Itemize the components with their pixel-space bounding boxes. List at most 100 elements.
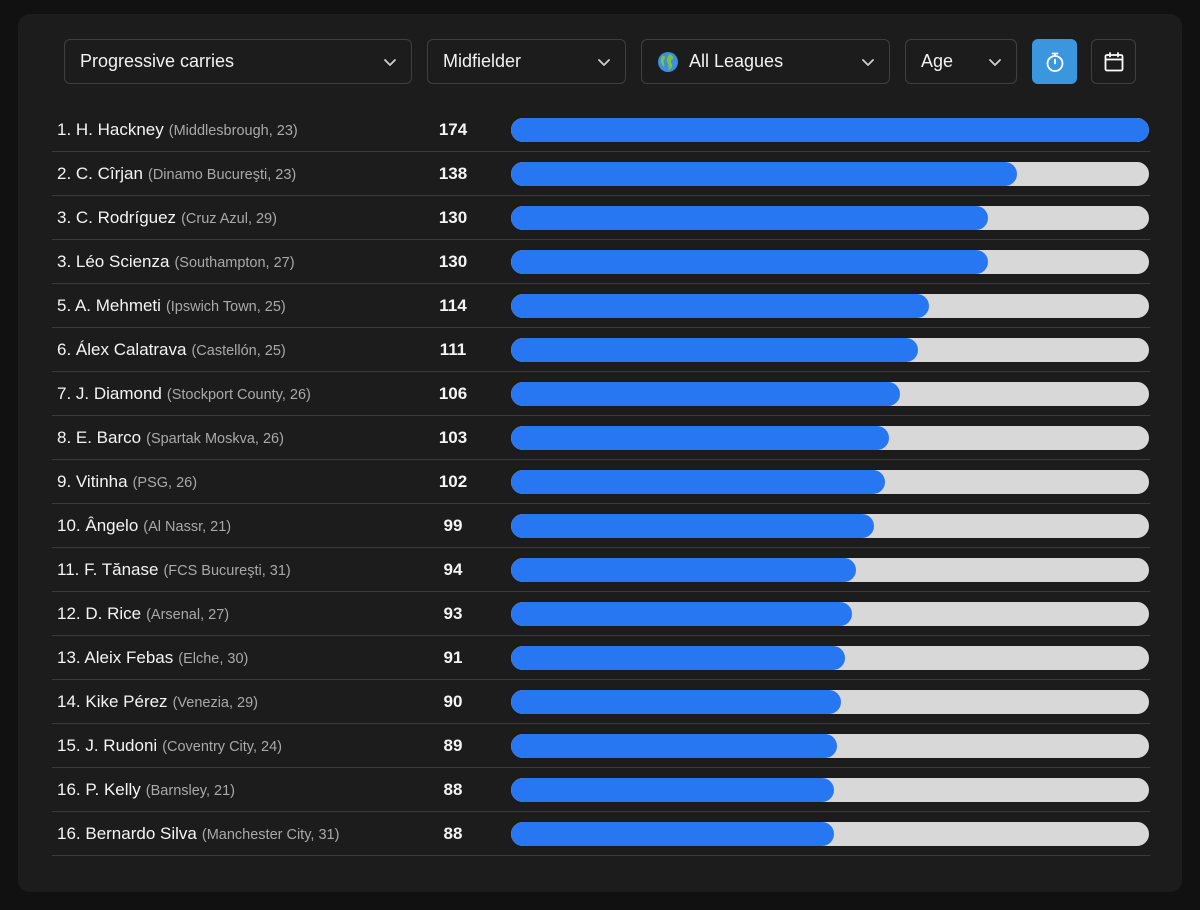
player-cell: 8. E. Barco (Spartak Moskva, 26) (57, 416, 284, 459)
player-club-age: (Al Nassr, 21) (143, 519, 232, 535)
table-row[interactable]: 5. A. Mehmeti (Ipswich Town, 25) 114 (52, 284, 1150, 328)
player-cell: 9. Vitinha (PSG, 26) (57, 460, 197, 503)
player-name: 14. Kike Pérez (57, 692, 168, 711)
bar-fill (511, 338, 918, 362)
stat-value: 111 (439, 340, 467, 359)
bar-track (510, 381, 1150, 407)
player-club-age: (Southampton, 27) (174, 255, 295, 271)
bar-track (510, 513, 1150, 539)
timer-button[interactable] (1032, 39, 1077, 84)
stat-value: 174 (438, 120, 468, 139)
league-dropdown-label: All Leagues (689, 51, 784, 71)
player-name: 5. A. Mehmeti (57, 296, 161, 315)
player-club-age: (Arsenal, 27) (146, 607, 230, 623)
player-club-age: (Dinamo Bucureşti, 23) (147, 167, 297, 183)
bar-fill (511, 602, 852, 626)
table-row[interactable]: 10. Ângelo (Al Nassr, 21) 99 (52, 504, 1150, 548)
position-dropdown[interactable]: Midfielder (427, 39, 626, 84)
table-row[interactable]: 16. P. Kelly (Barnsley, 21) 88 (52, 768, 1150, 812)
bar-track (510, 117, 1150, 143)
stat-value: 90 (443, 692, 463, 711)
player-cell: 3. Léo Scienza (Southampton, 27) (57, 240, 295, 283)
table-row[interactable]: 14. Kike Pérez (Venezia, 29) 90 (52, 680, 1150, 724)
player-club-age: (Ipswich Town, 25) (165, 299, 286, 315)
bar-fill (511, 558, 856, 582)
player-cell: 15. J. Rudoni (Coventry City, 24) (57, 724, 282, 767)
player-cell: 1. H. Hackney (Middlesbrough, 23) (57, 108, 298, 151)
player-name: 6. Álex Calatrava (57, 340, 187, 359)
table-row[interactable]: 15. J. Rudoni (Coventry City, 24) 89 (52, 724, 1150, 768)
player-name: 9. Vitinha (57, 472, 128, 491)
player-name: 1. H. Hackney (57, 120, 164, 139)
player-cell: 16. Bernardo Silva (Manchester City, 31) (57, 812, 339, 855)
bar-track (510, 557, 1150, 583)
metric-dropdown[interactable]: Progressive carries (64, 39, 412, 84)
player-name: 8. E. Barco (57, 428, 142, 447)
bar-fill (511, 734, 838, 758)
chevron-down-icon (862, 59, 874, 66)
metric-dropdown-label: Progressive carries (80, 51, 235, 71)
player-name: 7. J. Diamond (57, 384, 162, 403)
bar-fill (511, 778, 834, 802)
bar-fill (511, 646, 845, 670)
bar-track (510, 733, 1150, 759)
player-name: 3. Léo Scienza (57, 252, 170, 271)
player-cell: 2. C. Cîrjan (Dinamo Bucureşti, 23) (57, 152, 296, 195)
bar-track (510, 337, 1150, 363)
player-club-age: (Coventry City, 24) (162, 739, 282, 755)
player-name: 16. P. Kelly (57, 780, 141, 799)
bar-fill (511, 382, 900, 406)
table-row[interactable]: 13. Aleix Febas (Elche, 30) 91 (52, 636, 1150, 680)
player-name: 12. D. Rice (57, 604, 142, 623)
league-dropdown[interactable]: All Leagues (641, 39, 890, 84)
stat-value: 88 (443, 824, 463, 843)
player-club-age: (Cruz Azul, 29) (181, 211, 277, 227)
bar-fill (511, 690, 841, 714)
stopwatch-icon (1046, 52, 1063, 72)
player-club-age: (FCS Bucureşti, 31) (163, 563, 291, 579)
player-cell: 10. Ângelo (Al Nassr, 21) (57, 504, 231, 547)
player-club-age: (Stockport County, 26) (166, 387, 311, 403)
player-cell: 14. Kike Pérez (Venezia, 29) (57, 680, 258, 723)
bar-track (510, 601, 1150, 627)
table-row[interactable]: 1. H. Hackney (Middlesbrough, 23) 174 (52, 108, 1150, 152)
player-name: 16. Bernardo Silva (57, 824, 197, 843)
stat-value: 138 (438, 164, 468, 183)
calendar-button[interactable] (1091, 39, 1136, 84)
stat-value: 130 (438, 252, 468, 271)
leaderboard-card: Progressive carries Midfielder All Leagu… (18, 14, 1182, 892)
player-club-age: (Castellón, 25) (191, 343, 286, 359)
table-row[interactable]: 8. E. Barco (Spartak Moskva, 26) 103 (52, 416, 1150, 460)
table-row[interactable]: 11. F. Tănase (FCS Bucureşti, 31) 94 (52, 548, 1150, 592)
player-name: 2. C. Cîrjan (57, 164, 143, 183)
stat-value: 91 (443, 648, 463, 667)
stat-value: 88 (443, 780, 463, 799)
bar-track (510, 425, 1150, 451)
table-row[interactable]: 12. D. Rice (Arsenal, 27) 93 (52, 592, 1150, 636)
stat-value: 130 (438, 208, 468, 227)
table-row[interactable]: 2. C. Cîrjan (Dinamo Bucureşti, 23) 138 (52, 152, 1150, 196)
bar-fill (511, 514, 874, 538)
chevron-down-icon (598, 59, 610, 66)
player-club-age: (Manchester City, 31) (201, 827, 340, 843)
bar-track (510, 205, 1150, 231)
table-row[interactable]: 3. C. Rodríguez (Cruz Azul, 29) 130 (52, 196, 1150, 240)
table-row[interactable]: 9. Vitinha (PSG, 26) 102 (52, 460, 1150, 504)
age-dropdown[interactable]: Age (905, 39, 1017, 84)
bar-fill (511, 426, 889, 450)
table-row[interactable]: 16. Bernardo Silva (Manchester City, 31) 8… (52, 812, 1150, 856)
table-row[interactable]: 7. J. Diamond (Stockport County, 26) 106 (52, 372, 1150, 416)
position-dropdown-label: Midfielder (443, 51, 522, 71)
stat-value: 99 (443, 516, 463, 535)
bar-track (510, 777, 1150, 803)
player-cell: 5. A. Mehmeti (Ipswich Town, 25) (57, 284, 286, 327)
age-dropdown-label: Age (921, 51, 954, 71)
table-row[interactable]: 6. Álex Calatrava (Castellón, 25) 111 (52, 328, 1150, 372)
stat-value: 114 (439, 296, 467, 315)
bar-track (510, 689, 1150, 715)
player-cell: 11. F. Tănase (FCS Bucureşti, 31) (57, 548, 291, 591)
player-name: 11. F. Tănase (57, 560, 159, 579)
table-row[interactable]: 3. Léo Scienza (Southampton, 27) 130 (52, 240, 1150, 284)
bar-track (510, 645, 1150, 671)
stat-value: 106 (438, 384, 468, 403)
